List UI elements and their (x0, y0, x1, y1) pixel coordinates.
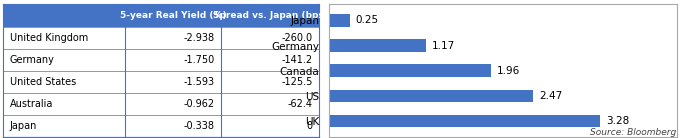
Text: -260.0: -260.0 (282, 33, 313, 43)
Text: -0.962: -0.962 (184, 99, 215, 109)
Bar (329, 90, 534, 102)
Text: Japan: Japan (10, 121, 37, 131)
Text: -125.5: -125.5 (282, 77, 313, 87)
Text: Spread vs. Japan (bps): Spread vs. Japan (bps) (213, 11, 328, 20)
Text: 2.47: 2.47 (539, 91, 562, 101)
Text: 0: 0 (307, 121, 313, 131)
Text: 0.25: 0.25 (356, 15, 379, 26)
Bar (3, 4, 319, 27)
Text: Australia: Australia (10, 99, 53, 109)
Text: -0.338: -0.338 (184, 121, 215, 131)
Bar (329, 14, 350, 27)
Text: -62.4: -62.4 (288, 99, 313, 109)
Bar (329, 64, 492, 77)
Bar (329, 115, 600, 127)
Text: 1.96: 1.96 (497, 66, 520, 76)
Text: 3.28: 3.28 (607, 116, 630, 126)
Text: -141.2: -141.2 (282, 55, 313, 65)
Title: 5-Year Breakeven Inflation (%): 5-Year Breakeven Inflation (%) (402, 0, 604, 2)
Text: -1.593: -1.593 (184, 77, 215, 87)
Text: -2.938: -2.938 (184, 33, 215, 43)
Text: Source: Bloomberg: Source: Bloomberg (590, 128, 677, 137)
Text: United Kingdom: United Kingdom (10, 33, 88, 43)
Text: 5-year Real Yield (%): 5-year Real Yield (%) (120, 11, 226, 20)
Text: Germany: Germany (10, 55, 54, 65)
Text: -1.750: -1.750 (184, 55, 215, 65)
Bar (329, 39, 426, 52)
Text: United States: United States (10, 77, 76, 87)
Text: 1.17: 1.17 (432, 41, 455, 51)
